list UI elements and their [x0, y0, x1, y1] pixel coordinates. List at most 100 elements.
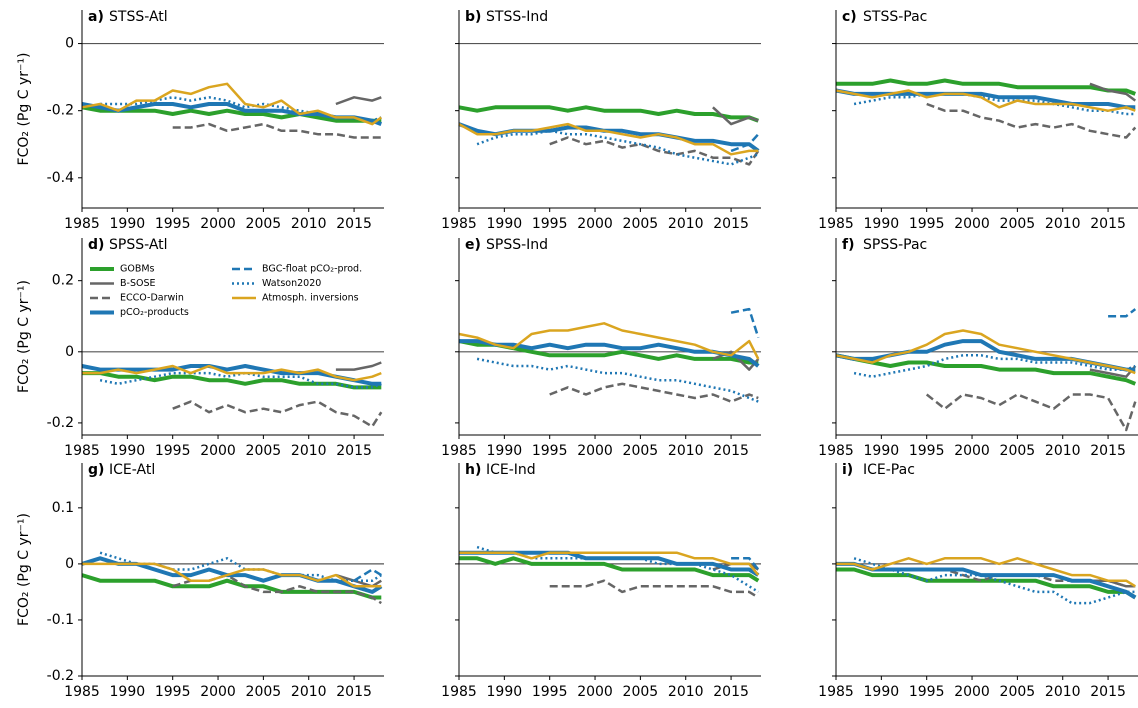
panel-label: c) — [842, 9, 857, 25]
series-line — [459, 556, 760, 583]
y-axis-label: FCO₂ (Pg C yr⁻¹) — [16, 513, 32, 626]
x-tick-label: 1985 — [818, 443, 854, 459]
series-line — [458, 105, 759, 123]
panel-label: e) — [465, 237, 481, 253]
series-line — [549, 382, 759, 403]
series-line — [836, 557, 1136, 588]
x-tick-label: 1990 — [864, 684, 900, 700]
x-tick-label: 2015 — [713, 684, 749, 700]
x-tick-label: 2000 — [200, 443, 236, 459]
x-tick-label: 1995 — [532, 684, 568, 700]
x-tick-label: 2000 — [954, 216, 990, 232]
x-tick-label: 2005 — [246, 684, 282, 700]
x-tick-label: 1990 — [110, 684, 146, 700]
series-line — [458, 122, 759, 156]
x-tick-label: 1995 — [532, 216, 568, 232]
series-line — [172, 400, 383, 428]
series-line — [730, 133, 760, 153]
x-tick-label: 2000 — [577, 443, 613, 459]
panel-title: ICE-Pac — [863, 462, 915, 478]
x-tick-label: 1985 — [64, 684, 100, 700]
y-tick-label: 0.2 — [52, 273, 74, 289]
series-line — [353, 568, 382, 582]
series-line — [926, 102, 1137, 139]
x-tick-label: 2000 — [954, 443, 990, 459]
x-tick-label: 2005 — [623, 443, 659, 459]
y-tick-label: -0.2 — [47, 415, 74, 431]
x-tick-label: 1985 — [818, 216, 854, 232]
x-tick-label: 1985 — [441, 443, 477, 459]
x-tick-label: 1995 — [909, 684, 945, 700]
x-tick-label: 2010 — [291, 443, 327, 459]
y-tick-label: -0.4 — [47, 170, 74, 186]
legend-label: Watson2020 — [262, 278, 321, 289]
series-line — [476, 357, 759, 403]
panel: 1985 1990 1995 2000 2005 2010 2015 b) STSS-Ind — [441, 9, 761, 232]
y-tick-label: 0.1 — [52, 500, 74, 516]
panel: 1985 1990 1995 2000 2005 2010 2015 -0.2 -0.1 0 0.1… — [16, 462, 384, 700]
panel: 1985 1990 1995 2000 2005 2010 2015 c) STSS-Pac — [818, 9, 1138, 232]
x-tick-label: 1990 — [487, 443, 523, 459]
x-tick-label: 2000 — [954, 684, 990, 700]
x-tick-label: 2000 — [200, 684, 236, 700]
panel-title: SPSS-Pac — [863, 237, 927, 253]
panel-label: i) — [842, 462, 853, 478]
series-line — [82, 371, 382, 390]
x-tick-label: 2015 — [336, 443, 372, 459]
legend-label: ECCO-Darwin — [120, 293, 184, 304]
series-line — [835, 89, 1136, 112]
x-tick-label: 2015 — [336, 216, 372, 232]
series-line — [172, 122, 382, 139]
x-tick-label: 1985 — [64, 443, 100, 459]
x-tick-label: 2010 — [1045, 443, 1081, 459]
x-tick-label: 1995 — [909, 443, 945, 459]
legend-label: Atmosph. inversions — [262, 293, 359, 304]
x-tick-label: 2005 — [246, 443, 282, 459]
series-line — [836, 78, 1136, 96]
panel-label: f) — [842, 237, 855, 253]
x-tick-label: 2005 — [1000, 443, 1036, 459]
x-tick-label: 1995 — [909, 216, 945, 232]
x-tick-label: 2015 — [1090, 443, 1126, 459]
x-tick-label: 2005 — [1000, 216, 1036, 232]
panel: 1985 1990 1995 2000 2005 2010 2015 -0.4 -0.2 0 a) S… — [16, 9, 384, 232]
series-line — [81, 82, 383, 126]
x-tick-label: 2015 — [336, 684, 372, 700]
panel-label: d) — [88, 237, 104, 253]
series-line — [853, 92, 1136, 116]
x-tick-label: 1990 — [110, 443, 146, 459]
panel-title: STSS-Ind — [486, 9, 548, 25]
y-tick-label: -0.2 — [47, 668, 74, 684]
y-tick-label: -0.1 — [47, 612, 74, 628]
x-tick-label: 2010 — [291, 684, 327, 700]
x-tick-label: 1985 — [441, 216, 477, 232]
x-tick-label: 1995 — [155, 216, 191, 232]
x-tick-label: 2010 — [291, 216, 327, 232]
y-tick-label: 0 — [65, 36, 74, 52]
x-tick-label: 2005 — [1000, 684, 1036, 700]
panel-title: ICE-Ind — [486, 462, 536, 478]
series-line — [1089, 82, 1137, 102]
x-tick-label: 1990 — [487, 684, 523, 700]
series-line — [458, 122, 760, 153]
x-tick-label: 1985 — [64, 216, 100, 232]
panel-title: ICE-Atl — [109, 462, 155, 478]
series-line — [835, 353, 1137, 386]
x-tick-label: 1995 — [155, 443, 191, 459]
y-tick-label: 0 — [65, 556, 74, 572]
series-line — [853, 354, 1136, 378]
series-line — [925, 393, 1137, 432]
x-tick-label: 1985 — [441, 684, 477, 700]
x-tick-label: 2015 — [713, 216, 749, 232]
panel-title: SPSS-Ind — [486, 237, 548, 253]
x-tick-label: 2005 — [623, 216, 659, 232]
series-line — [476, 545, 759, 593]
x-tick-label: 2010 — [668, 684, 704, 700]
series-line — [82, 364, 382, 382]
x-tick-label: 2015 — [1090, 216, 1126, 232]
x-tick-label: 1985 — [818, 684, 854, 700]
series-line — [549, 579, 759, 599]
y-tick-label: 0 — [65, 344, 74, 360]
panel: 1985 1990 1995 2000 2005 2010 2015 e) SPSS-Ind — [441, 237, 761, 459]
